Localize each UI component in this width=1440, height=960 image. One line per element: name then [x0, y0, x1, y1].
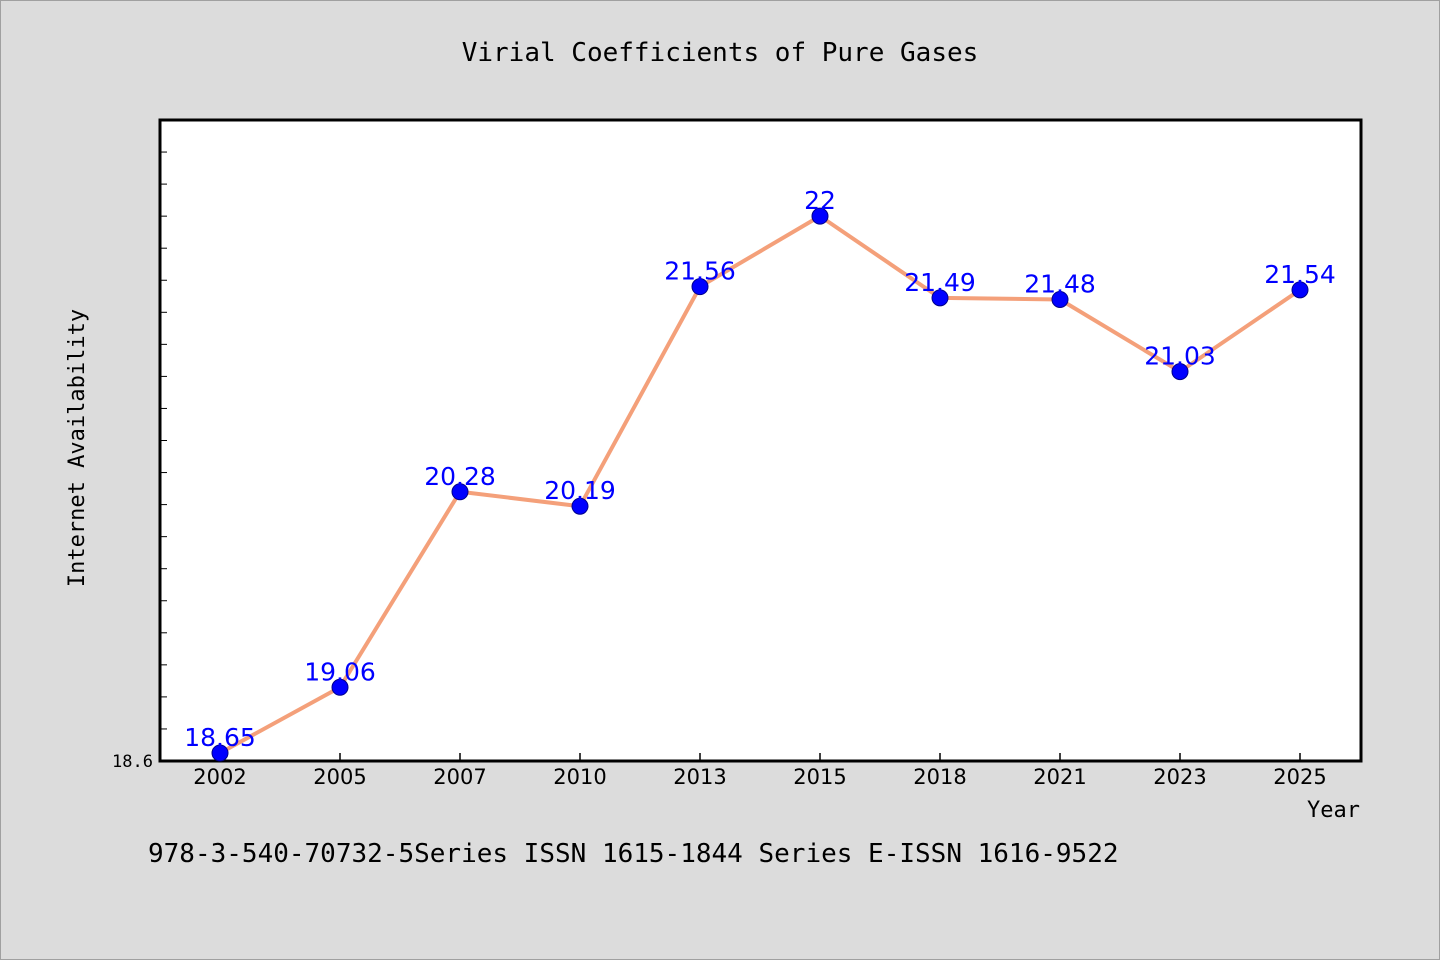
- x-tick-label: 2002: [193, 765, 246, 789]
- data-point-marker: [211, 744, 229, 762]
- data-label: 19.06: [304, 657, 376, 686]
- y-axis-label: Internet Availability: [65, 309, 90, 587]
- data-labels: 18.65 19.06 20.28 20.19 21.56 22 21.49 21.48 21.…: [184, 186, 1336, 752]
- x-tick-label: 2005: [313, 765, 366, 789]
- data-label: 18.65: [184, 723, 256, 752]
- x-tick-label: 2018: [913, 765, 966, 789]
- data-point-marker: [1171, 363, 1189, 381]
- x-tick-label: 2021: [1033, 765, 1086, 789]
- y-tick-label-min: 18.6: [112, 752, 153, 772]
- data-label: 21.48: [1024, 269, 1096, 298]
- data-point-marker: [451, 483, 469, 501]
- chart-title: Virial Coefficients of Pure Gases: [462, 38, 979, 68]
- data-point-marker: [811, 207, 829, 225]
- data-point-marker: [1291, 281, 1309, 299]
- data-point-marker: [571, 497, 589, 515]
- series-line: [219, 214, 1302, 755]
- x-tick-label: 2025: [1273, 765, 1326, 789]
- x-tick-label: 2007: [433, 765, 486, 789]
- data-label: 21.03: [1144, 342, 1216, 371]
- x-tick-label: 2010: [553, 765, 606, 789]
- data-label: 20.19: [544, 476, 616, 505]
- data-label: 22: [804, 186, 836, 215]
- series-markers: [211, 207, 1309, 762]
- x-tick-label: 2015: [793, 765, 846, 789]
- data-label: 21.49: [904, 268, 976, 297]
- data-label: 20.28: [424, 462, 496, 491]
- data-point-marker: [691, 278, 709, 296]
- x-axis-ticks: [219, 753, 1301, 761]
- data-point-marker: [331, 678, 349, 696]
- data-point-marker: [1051, 290, 1069, 308]
- y-axis-minor-ticks: [160, 151, 167, 730]
- data-label: 21.56: [664, 257, 736, 286]
- x-axis-tick-labels: 2002 2005 2007 2010 2013 2015 2018 2021 2023 2025: [193, 765, 1326, 789]
- data-point-marker: [931, 289, 949, 307]
- x-tick-label: 2023: [1153, 765, 1206, 789]
- footer-text: 978-3-540-70732-5Series ISSN 1615-1844 S…: [148, 839, 1119, 869]
- x-tick-label: 2013: [673, 765, 726, 789]
- data-label: 21.54: [1264, 260, 1336, 289]
- x-axis-label: Year: [1307, 798, 1360, 823]
